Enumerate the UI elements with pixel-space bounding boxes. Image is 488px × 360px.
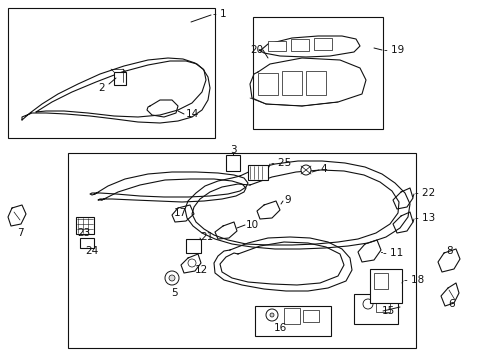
Text: 9: 9	[284, 195, 290, 205]
Bar	[258, 73, 278, 95]
Text: 4: 4	[319, 164, 326, 174]
Circle shape	[362, 299, 372, 309]
Bar	[303, 310, 318, 322]
Bar	[313, 38, 331, 50]
Text: 5: 5	[171, 288, 178, 298]
Text: - 22: - 22	[414, 188, 434, 198]
Bar	[353, 294, 397, 324]
Bar	[305, 71, 325, 95]
Text: 23: 23	[77, 228, 90, 238]
Text: 15: 15	[381, 306, 394, 316]
Bar	[247, 165, 267, 180]
Bar	[225, 155, 240, 171]
Text: 3: 3	[229, 145, 236, 155]
Text: - 18: - 18	[403, 275, 424, 285]
Text: - 19: - 19	[383, 45, 404, 55]
Text: - 13: - 13	[414, 213, 434, 223]
Text: 16: 16	[273, 323, 286, 333]
Bar	[369, 269, 401, 303]
Text: 20: 20	[249, 45, 263, 55]
Bar	[80, 238, 94, 248]
Text: 12: 12	[195, 265, 208, 275]
Circle shape	[269, 313, 273, 317]
Text: 6: 6	[448, 299, 454, 309]
Bar	[68, 153, 415, 348]
Text: 7: 7	[17, 228, 23, 238]
Text: 8: 8	[446, 246, 452, 256]
Text: - 25: - 25	[270, 158, 291, 168]
Bar	[290, 39, 308, 51]
Text: 24: 24	[85, 246, 99, 256]
Bar	[252, 17, 382, 129]
Text: 17: 17	[173, 208, 186, 218]
Circle shape	[169, 275, 175, 281]
Text: - 11: - 11	[382, 248, 403, 258]
Text: - 1: - 1	[213, 9, 226, 19]
Text: 10: 10	[245, 220, 259, 230]
Circle shape	[265, 309, 278, 321]
Text: 2: 2	[99, 83, 105, 93]
Bar	[185, 239, 201, 253]
Text: 21: 21	[200, 232, 213, 242]
Bar	[76, 217, 94, 234]
Circle shape	[301, 165, 310, 175]
Bar	[254, 306, 330, 336]
Text: 14: 14	[185, 109, 199, 119]
Circle shape	[164, 271, 179, 285]
Bar	[114, 72, 126, 85]
Bar	[282, 71, 302, 95]
Bar	[284, 308, 299, 324]
Bar	[8, 8, 215, 138]
Circle shape	[187, 259, 196, 267]
Bar	[373, 273, 387, 289]
Bar	[375, 298, 389, 312]
Bar	[267, 41, 285, 51]
